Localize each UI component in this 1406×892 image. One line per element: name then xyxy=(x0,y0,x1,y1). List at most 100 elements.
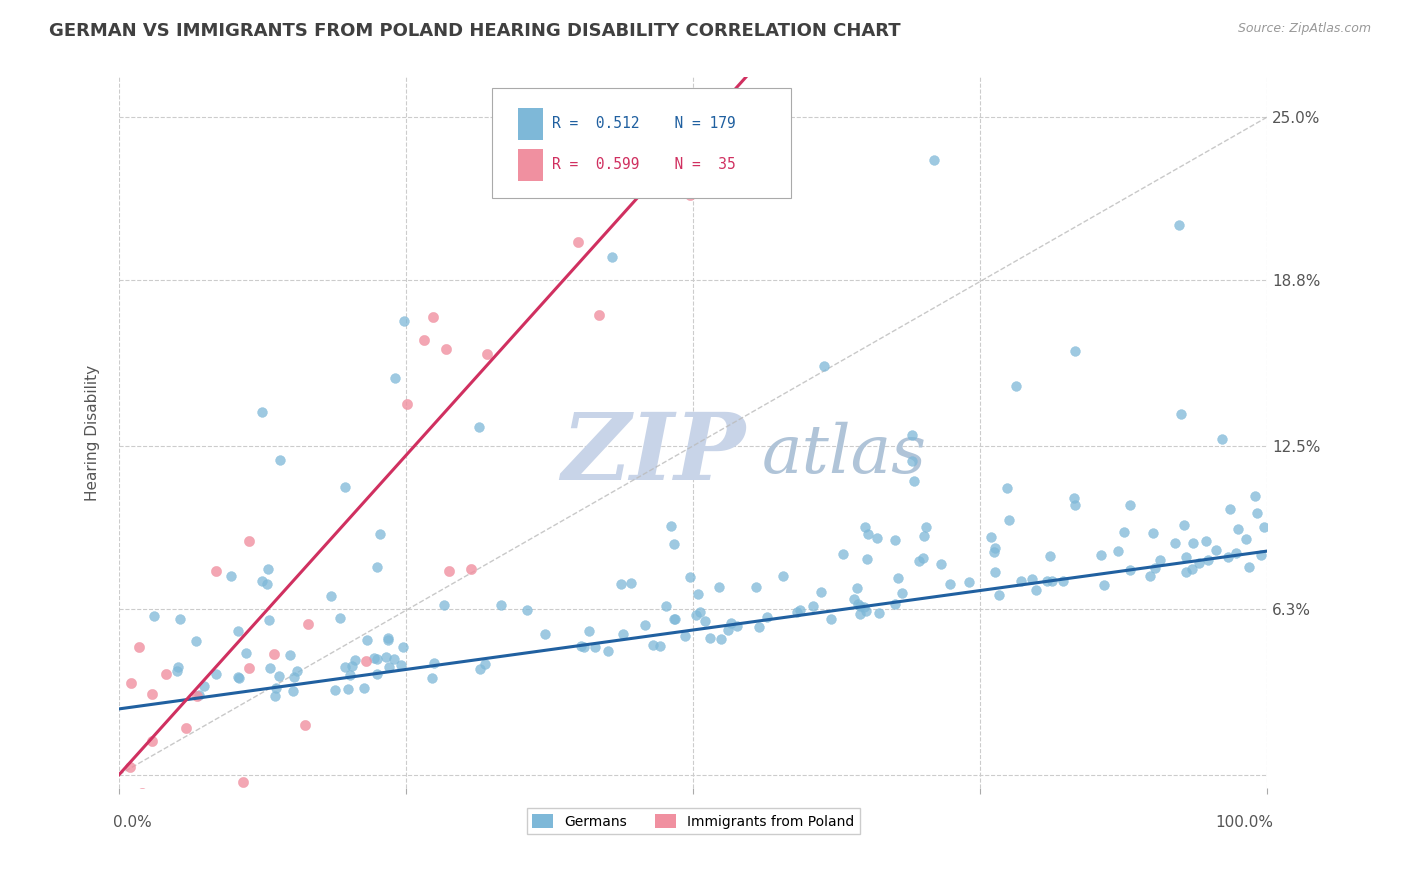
Point xyxy=(366,560,388,574)
Point xyxy=(378,660,401,674)
Point xyxy=(725,619,748,633)
Point xyxy=(382,652,405,666)
Point xyxy=(128,640,150,654)
Point xyxy=(858,526,880,541)
Point xyxy=(118,760,141,774)
Point xyxy=(1243,489,1265,503)
Point xyxy=(720,615,742,630)
Point xyxy=(354,653,377,667)
Point xyxy=(849,599,872,613)
Point xyxy=(1174,550,1197,565)
Point xyxy=(257,562,280,576)
Point xyxy=(250,405,273,419)
Point xyxy=(1025,582,1047,597)
Point xyxy=(1205,543,1227,558)
Point xyxy=(319,589,342,603)
Point xyxy=(283,669,305,683)
Point xyxy=(413,333,436,347)
Point xyxy=(340,658,363,673)
Point xyxy=(659,519,682,533)
Point xyxy=(903,475,925,489)
Point xyxy=(155,666,177,681)
Point xyxy=(333,659,356,673)
Point xyxy=(141,687,163,701)
Point xyxy=(377,632,399,647)
Point xyxy=(801,599,824,613)
Point xyxy=(1036,574,1059,589)
Point xyxy=(533,627,555,641)
Point xyxy=(1174,565,1197,579)
Point xyxy=(569,640,592,654)
Point xyxy=(228,671,250,685)
Point xyxy=(267,668,290,682)
Text: atlas: atlas xyxy=(762,421,927,486)
Point xyxy=(1052,574,1074,588)
Point xyxy=(998,513,1021,527)
Point xyxy=(353,681,375,696)
Point xyxy=(391,658,413,673)
Point xyxy=(337,681,360,696)
Point xyxy=(169,612,191,626)
Point xyxy=(422,310,444,325)
FancyBboxPatch shape xyxy=(517,108,543,140)
Point xyxy=(984,541,1007,555)
Point xyxy=(131,786,153,800)
Point xyxy=(159,801,181,815)
Point xyxy=(688,587,710,601)
Point xyxy=(377,632,399,646)
Point xyxy=(900,428,922,442)
Point xyxy=(679,187,702,202)
Point xyxy=(1225,546,1247,560)
FancyBboxPatch shape xyxy=(492,88,790,198)
Point xyxy=(655,599,678,613)
Point xyxy=(786,605,808,619)
Point xyxy=(1063,491,1085,506)
Point xyxy=(957,575,980,590)
Point xyxy=(263,648,285,662)
Point xyxy=(474,657,496,672)
Point xyxy=(578,624,600,638)
Point xyxy=(648,639,671,653)
Text: GERMAN VS IMMIGRANTS FROM POLAND HEARING DISABILITY CORRELATION CHART: GERMAN VS IMMIGRANTS FROM POLAND HEARING… xyxy=(49,22,901,40)
Point xyxy=(612,626,634,640)
Point xyxy=(384,370,406,384)
Point xyxy=(235,646,257,660)
Point xyxy=(392,640,415,654)
Point xyxy=(193,679,215,693)
Point xyxy=(912,550,935,565)
Text: ZIP: ZIP xyxy=(561,409,745,499)
Point xyxy=(1112,524,1135,539)
Point xyxy=(868,606,890,620)
Point xyxy=(232,775,254,789)
Point xyxy=(297,616,319,631)
Point xyxy=(983,545,1005,559)
Point xyxy=(205,667,228,681)
Point xyxy=(188,688,211,702)
Point xyxy=(259,661,281,675)
Point xyxy=(620,575,643,590)
Point xyxy=(434,342,457,356)
Point xyxy=(929,557,952,571)
Point xyxy=(269,453,291,467)
Point xyxy=(848,607,870,621)
Point xyxy=(886,571,908,585)
Point xyxy=(634,618,657,632)
Point xyxy=(228,624,250,639)
Point xyxy=(673,629,696,643)
Point xyxy=(745,580,768,594)
Point xyxy=(1246,506,1268,520)
Point xyxy=(716,623,738,637)
Point xyxy=(600,250,623,264)
Point xyxy=(141,734,163,748)
Point xyxy=(939,577,962,591)
Point xyxy=(344,653,367,667)
Point xyxy=(439,564,461,578)
Point xyxy=(1063,343,1085,358)
Point xyxy=(278,648,301,662)
Point xyxy=(1164,535,1187,549)
Point xyxy=(392,314,415,328)
Point xyxy=(707,580,730,594)
Point xyxy=(1181,562,1204,576)
Point xyxy=(1149,552,1171,566)
Point xyxy=(572,640,595,654)
